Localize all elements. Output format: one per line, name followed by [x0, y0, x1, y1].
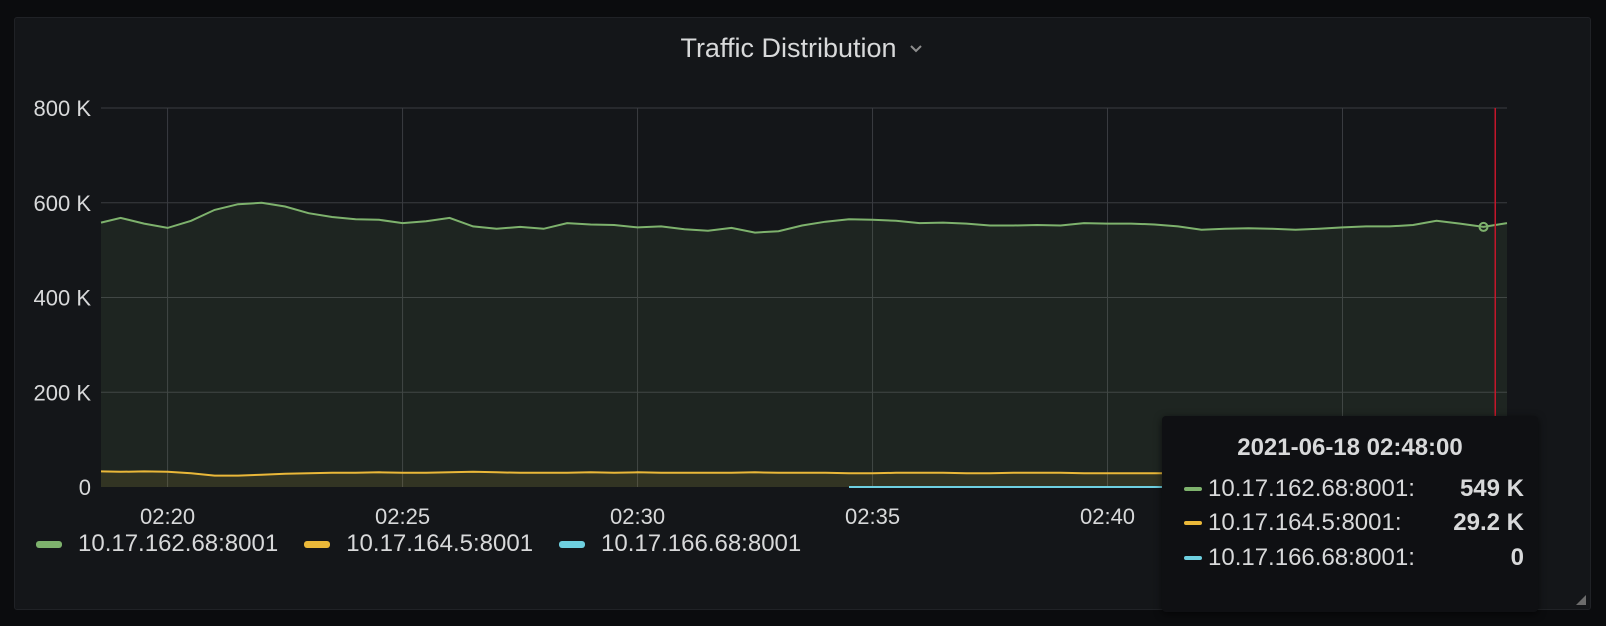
tooltip-row-2: 10.17.164.5:8001: 29.2 K: [1184, 508, 1524, 538]
series-area-2: [101, 471, 1507, 487]
y-tick-label: 0: [79, 475, 91, 500]
legend-swatch-3: [559, 540, 586, 548]
grid: [101, 107, 1507, 487]
x-tick-label: 02:35: [845, 504, 900, 529]
legend-swatch-2: [304, 540, 331, 548]
tooltip-row-3: 10.17.166.68:8001: 0: [1184, 543, 1524, 573]
tooltip-series-name-2: 10.17.164.5:8001:: [1208, 509, 1402, 536]
chevron-down-icon[interactable]: [907, 39, 925, 57]
series-area-1: [101, 202, 1507, 488]
legend-label-1: 10.17.162.68:8001: [78, 530, 279, 557]
tooltip-swatch-3: [1184, 556, 1202, 560]
tooltip-series-name-3: 10.17.166.68:8001:: [1208, 544, 1415, 571]
tooltip-swatch-1: [1184, 487, 1202, 491]
y-tick-label: 400 K: [34, 286, 92, 311]
hover-point-marker: [1478, 221, 1489, 232]
legend-item-series-2[interactable]: 10.17.164.5:8001: [304, 530, 533, 558]
x-tick-label: 02:20: [140, 504, 195, 529]
y-tick-label: 800 K: [34, 96, 92, 121]
x-tick-label: 02:30: [610, 504, 665, 529]
x-tick-label: 02:40: [1080, 504, 1135, 529]
x-tick-label: 02:25: [375, 504, 430, 529]
panel-header[interactable]: Traffic Distribution: [15, 28, 1590, 68]
series-line-1: [100, 201, 1508, 234]
tooltip-series-name-1: 10.17.162.68:8001:: [1208, 475, 1415, 502]
y-tick-label: 200 K: [34, 380, 92, 405]
tooltip-series-value-1: 549 K: [1459, 475, 1524, 502]
y-tick-label: 600 K: [34, 191, 92, 216]
resize-handle-icon[interactable]: [1576, 595, 1586, 605]
series-layer: [100, 201, 1508, 488]
legend-swatch-1: [36, 540, 62, 548]
tooltip-row-1: 10.17.162.68:8001: 549 K: [1184, 474, 1524, 504]
y-axis: 0 200 K 400 K 600 K 800 K: [34, 96, 92, 500]
legend-item-series-3[interactable]: 10.17.166.68:8001: [559, 530, 801, 558]
tooltip: 2021-06-18 02:48:00 10.17.162.68:8001: 5…: [1162, 416, 1538, 612]
panel-title[interactable]: Traffic Distribution: [680, 32, 897, 63]
legend: 10.17.162.68:8001 10.17.164.5:8001 10.17…: [36, 530, 801, 558]
legend-label-2: 10.17.164.5:8001: [346, 530, 534, 557]
tooltip-series-value-2: 29.2 K: [1453, 509, 1524, 536]
tooltip-series-value-3: 0: [1510, 544, 1524, 571]
legend-label-3: 10.17.166.68:8001: [601, 530, 802, 557]
tooltip-swatch-2: [1184, 521, 1202, 525]
legend-item-series-1[interactable]: 10.17.162.68:8001: [36, 530, 278, 558]
tooltip-time: 2021-06-18 02:48:00: [1237, 434, 1463, 461]
panel: Traffic Distribution: [14, 17, 1591, 610]
x-axis: 02:20 02:25 02:30 02:35 02:40: [140, 504, 1135, 529]
